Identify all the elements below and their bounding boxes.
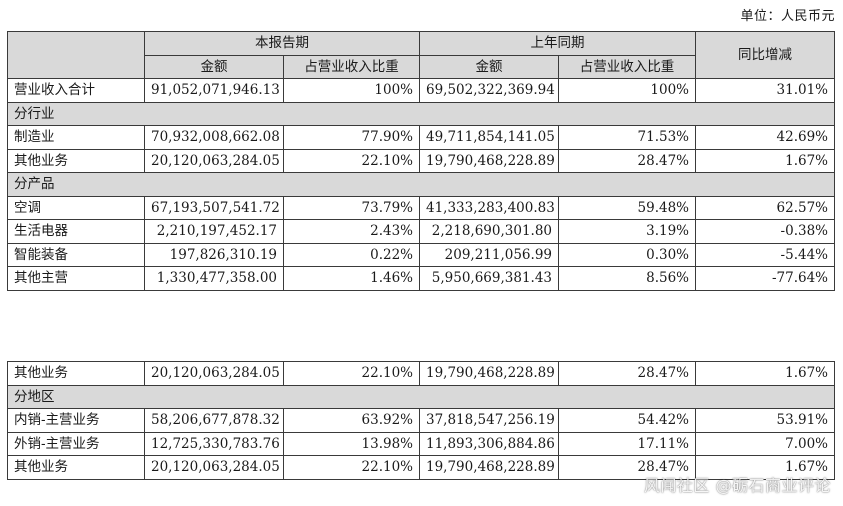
cell-yoy: 7.00%	[695, 431, 835, 456]
header-current-period: 本报告期	[144, 31, 420, 56]
cell-cur-amount: 58,206,677,878.32	[144, 408, 284, 433]
cell-cur-amount: 20,120,063,284.05	[144, 455, 284, 480]
cell-prev-amount: 41,333,283,400.83	[419, 195, 559, 220]
cell-prev-amount: 37,818,547,256.19	[419, 408, 559, 433]
cell-cur-amount: 1,330,477,358.00	[144, 266, 284, 291]
revenue-table-bottom: 其他业务 20,120,063,284.05 22.10% 19,790,468…	[7, 361, 835, 480]
table-row: 智能装备 197,826,310.19 0.22% 209,211,056.99…	[7, 242, 835, 267]
cell-cur-amount: 91,052,071,946.13	[144, 78, 284, 103]
cell-yoy: 42.69%	[695, 125, 835, 150]
table-row: 其他主营 1,330,477,358.00 1.46% 5,950,669,38…	[7, 266, 835, 291]
cell-cur-share: 73.79%	[283, 195, 420, 220]
revenue-table-top: 本报告期 上年同期 同比增减 金额 占营业收入比重 金额 占营业收入比重 营业收…	[7, 31, 835, 291]
table-row: 空调 67,193,507,541.72 73.79% 41,333,283,4…	[7, 195, 835, 220]
table-row-other-business: 其他业务 20,120,063,284.05 22.10% 19,790,468…	[7, 361, 835, 386]
cell-cur-share: 63.92%	[283, 408, 420, 433]
row-label: 空调	[7, 195, 145, 220]
table-row: 生活电器 2,210,197,452.17 2.43% 2,218,690,30…	[7, 219, 835, 244]
row-label: 智能装备	[7, 242, 145, 267]
cell-cur-amount: 2,210,197,452.17	[144, 219, 284, 244]
header-prior-period: 上年同期	[419, 31, 696, 56]
cell-yoy: -0.38%	[695, 219, 835, 244]
cell-cur-share: 22.10%	[283, 361, 420, 386]
header-prev-amount: 金额	[419, 54, 559, 79]
cell-prev-share: 3.19%	[558, 219, 696, 244]
cell-cur-share: 2.43%	[283, 219, 420, 244]
cell-cur-share: 0.22%	[283, 242, 420, 267]
group-title: 分地区	[7, 384, 835, 409]
cell-cur-share: 13.98%	[283, 431, 420, 456]
header-prev-share: 占营业收入比重	[558, 54, 696, 79]
cell-cur-amount: 70,932,008,662.08	[144, 125, 284, 150]
cell-cur-amount: 12,725,330,783.76	[144, 431, 284, 456]
row-label: 外销-主营业务	[7, 431, 145, 456]
header-row-1: 本报告期 上年同期 同比增减	[7, 31, 835, 79]
row-label: 其他主营	[7, 266, 145, 291]
row-label: 其他业务	[7, 455, 145, 480]
cell-yoy: -77.64%	[695, 266, 835, 291]
cell-prev-amount: 11,893,306,884.86	[419, 431, 559, 456]
row-label: 生活电器	[7, 219, 145, 244]
cell-prev-amount: 209,211,056.99	[419, 242, 559, 267]
cell-cur-amount: 197,826,310.19	[144, 242, 284, 267]
unit-note: 单位：人民币元	[740, 9, 835, 24]
cell-prev-amount: 5,950,669,381.43	[419, 266, 559, 291]
cell-prev-share: 28.47%	[558, 361, 696, 386]
table-row: 内销-主营业务 58,206,677,878.32 63.92% 37,818,…	[7, 408, 835, 433]
cell-prev-amount: 2,218,690,301.80	[419, 219, 559, 244]
table-row-total: 营业收入合计 91,052,071,946.13 100% 69,502,322…	[7, 78, 835, 103]
cell-prev-amount: 19,790,468,228.89	[419, 455, 559, 480]
cell-cur-share: 1.46%	[283, 266, 420, 291]
header-row-2: 金额 占营业收入比重 金额 占营业收入比重	[8, 54, 835, 79]
cell-prev-amount: 19,790,468,228.89	[419, 361, 559, 386]
group-row-region: 分地区	[7, 384, 835, 409]
cell-yoy: 1.67%	[695, 148, 835, 173]
header-yoy-change: 同比增减	[695, 31, 835, 79]
cell-prev-share: 17.11%	[558, 431, 696, 456]
table-row: 其他业务 20,120,063,284.05 22.10% 19,790,468…	[7, 455, 835, 480]
header-blank-cell	[7, 31, 145, 79]
cell-cur-share: 77.90%	[283, 125, 420, 150]
cell-prev-share: 0.30%	[558, 242, 696, 267]
cell-prev-share: 100%	[558, 78, 696, 103]
header-cur-share: 占营业收入比重	[283, 54, 420, 79]
cell-prev-amount: 19,790,468,228.89	[419, 148, 559, 173]
cell-cur-share: 100%	[283, 78, 420, 103]
watermark: 风闻社区 @砺石商业评论	[643, 476, 831, 495]
row-label: 制造业	[7, 125, 145, 150]
row-label: 其他业务	[7, 361, 145, 386]
cell-yoy: 1.67%	[695, 361, 835, 386]
header-cur-amount: 金额	[144, 54, 284, 79]
cell-prev-amount: 49,711,854,141.05	[419, 125, 559, 150]
row-label: 其他业务	[7, 148, 145, 173]
cell-prev-share: 59.48%	[558, 195, 696, 220]
cell-prev-share: 28.47%	[558, 455, 696, 480]
cell-prev-share: 71.53%	[558, 125, 696, 150]
table-row: 其他业务 20,120,063,284.05 22.10% 19,790,468…	[7, 148, 835, 173]
cell-cur-amount: 67,193,507,541.72	[144, 195, 284, 220]
group-title: 分产品	[7, 172, 835, 197]
cell-yoy: 62.57%	[695, 195, 835, 220]
table-row: 外销-主营业务 12,725,330,783.76 13.98% 11,893,…	[7, 431, 835, 456]
cell-cur-share: 22.10%	[283, 455, 420, 480]
table-row: 制造业 70,932,008,662.08 77.90% 49,711,854,…	[7, 125, 835, 150]
cell-cur-share: 22.10%	[283, 148, 420, 173]
cell-yoy: 53.91%	[695, 408, 835, 433]
group-row-product: 分产品	[7, 172, 835, 197]
cell-cur-amount: 20,120,063,284.05	[144, 148, 284, 173]
row-label: 内销-主营业务	[7, 408, 145, 433]
cell-yoy: -5.44%	[695, 242, 835, 267]
row-label: 营业收入合计	[7, 78, 145, 103]
cell-yoy: 31.01%	[695, 78, 835, 103]
cell-cur-amount: 20,120,063,284.05	[144, 361, 284, 386]
cell-prev-share: 8.56%	[558, 266, 696, 291]
cell-prev-share: 28.47%	[558, 148, 696, 173]
cell-prev-amount: 69,502,322,369.94	[419, 78, 559, 103]
cell-prev-share: 54.42%	[558, 408, 696, 433]
cell-yoy: 1.67%	[695, 455, 835, 480]
group-row-industry: 分行业	[7, 101, 835, 126]
group-title: 分行业	[7, 101, 835, 126]
